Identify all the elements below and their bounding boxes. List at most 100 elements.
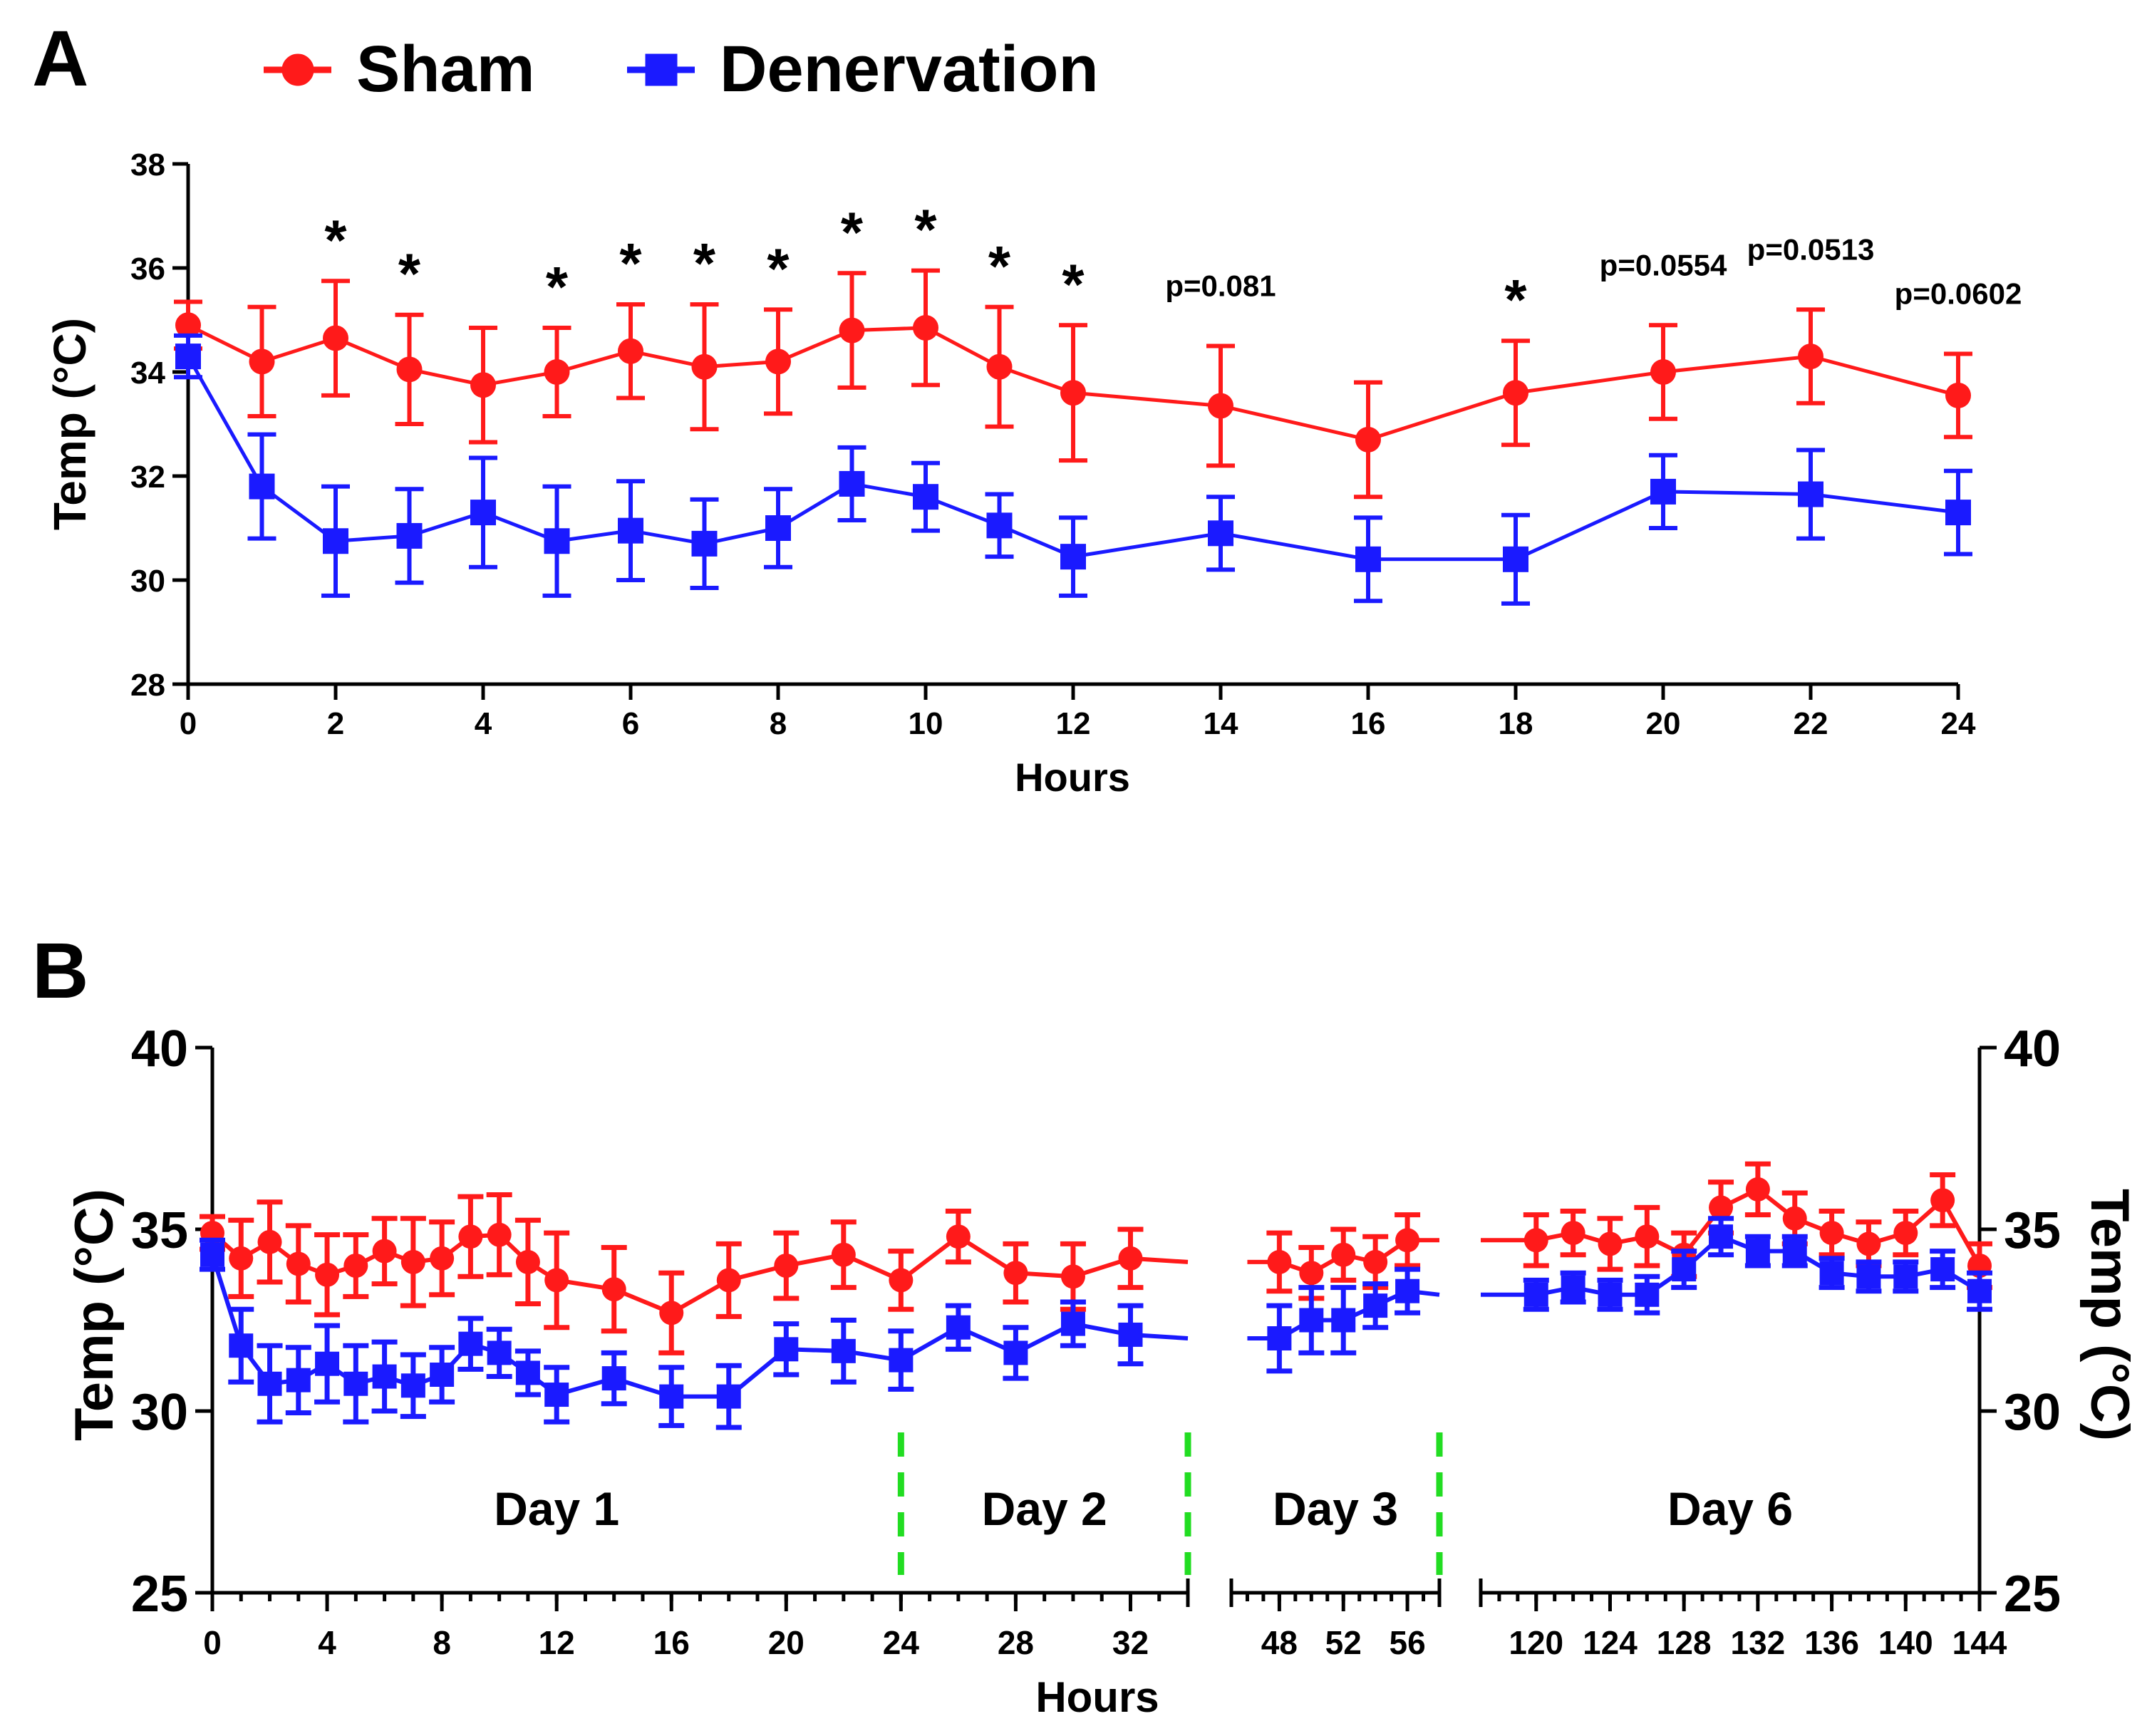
panel-b-day-dividers [897, 1432, 1443, 1575]
y-tick-label: 36 [130, 252, 165, 286]
significance-asterisk: * [1504, 268, 1527, 331]
significance-asterisk: * [693, 232, 716, 295]
denervation-point [544, 1383, 569, 1407]
sham-point [544, 359, 570, 385]
sham-point [430, 1246, 455, 1271]
denervation-point [286, 1368, 311, 1393]
x-tick-label: 132 [1731, 1624, 1786, 1661]
significance-asterisk: * [988, 234, 1011, 298]
sham-point [1208, 393, 1233, 419]
sham-point [1893, 1221, 1918, 1246]
significance-asterisk: * [841, 200, 864, 264]
sham-point [458, 1224, 483, 1249]
x-tick-label: 136 [1804, 1624, 1859, 1661]
denervation-point [1650, 478, 1676, 505]
x-tick-label: 14 [1204, 706, 1238, 741]
denervation-point [618, 517, 643, 544]
x-tick-label: 48 [1261, 1624, 1298, 1661]
x-tick-label: 24 [883, 1624, 920, 1661]
p-value-label: p=0.0513 [1747, 232, 1875, 266]
significance-asterisk: * [324, 208, 347, 272]
denervation-point [229, 1333, 254, 1358]
denervation-point [200, 1242, 224, 1267]
denervation-point [1363, 1293, 1388, 1318]
sham-point [323, 325, 348, 351]
sham-point [1561, 1221, 1585, 1246]
legend-denervation-marker [645, 53, 678, 86]
denervation-point [515, 1360, 540, 1385]
denervation-point [1635, 1282, 1660, 1307]
sham-series [174, 268, 1972, 500]
sham-point [1003, 1261, 1028, 1286]
denervation-point [716, 1384, 741, 1409]
denervation-point [249, 473, 275, 500]
panel-b-label: B [32, 927, 88, 1015]
denervation-point [396, 522, 423, 549]
left-y-tick-label: 30 [131, 1384, 188, 1441]
sham-point [1709, 1195, 1734, 1220]
denervation-point [458, 1331, 483, 1356]
denervation-point [1819, 1261, 1844, 1286]
denervation-point [1672, 1257, 1697, 1282]
x-tick-label: 16 [1351, 706, 1386, 741]
legend: Sham Denervation [264, 33, 1099, 105]
sham-point [400, 1249, 425, 1274]
x-tick-label: 20 [768, 1624, 805, 1661]
sham-point [487, 1222, 512, 1247]
sham-point [774, 1254, 799, 1278]
sham-point [601, 1277, 626, 1302]
sham-point [175, 312, 201, 339]
x-tick-label: 16 [653, 1624, 690, 1661]
panel-b-right-y-axis-title: Temp (°C) [2079, 1189, 2140, 1441]
sham-point [1798, 343, 1823, 370]
y-tick-label: 38 [130, 148, 165, 182]
sham-segment-series [1247, 1212, 1439, 1301]
x-tick-label: 140 [1878, 1624, 1933, 1661]
sham-point [1745, 1177, 1770, 1202]
sham-point [986, 353, 1013, 380]
denervation-point [1945, 500, 1971, 526]
denervation-point [659, 1384, 684, 1409]
left-y-tick-label: 35 [131, 1202, 188, 1259]
denervation-point [1967, 1278, 1992, 1303]
sham-point [229, 1246, 254, 1271]
denervation-point [1503, 546, 1528, 572]
sham-point [1819, 1221, 1844, 1246]
denervation-point [831, 1338, 856, 1363]
sham-point [716, 1268, 741, 1293]
x-tick-label: 12 [539, 1624, 575, 1661]
sham-point [1267, 1249, 1292, 1274]
panel-b-day-labels: Day 1 Day 2 Day 3 Day 6 [494, 1482, 1793, 1535]
denervation-point [839, 470, 865, 497]
denervation-point [257, 1371, 282, 1396]
sham-point [1395, 1228, 1420, 1253]
sham-point [1503, 380, 1528, 406]
x-tick-label: 120 [1509, 1624, 1563, 1661]
denervation-point [1003, 1340, 1028, 1365]
significance-asterisk: * [619, 232, 642, 295]
denervation-point [1060, 544, 1086, 570]
left-y-tick-label: 25 [131, 1566, 188, 1623]
denervation-point [1523, 1282, 1548, 1307]
denervation-point [986, 512, 1013, 539]
sham-point [470, 372, 496, 398]
sham-point [396, 356, 423, 383]
panel-b-series [200, 1161, 1992, 1430]
x-tick-label: 8 [770, 706, 787, 741]
panel-b-x-axis-title: Hours [1035, 1673, 1159, 1721]
denervation-point [1598, 1282, 1623, 1307]
denervation-point [175, 343, 201, 370]
x-tick-label: 6 [622, 706, 639, 741]
x-tick-label: 18 [1499, 706, 1533, 741]
denervation-point [1299, 1308, 1324, 1333]
legend-denervation-label: Denervation [720, 33, 1099, 105]
sham-point [315, 1262, 340, 1287]
denervation-point [1118, 1322, 1143, 1347]
denervation-point [323, 528, 348, 554]
x-tick-label: 4 [318, 1624, 336, 1661]
x-tick-label: 2 [327, 706, 344, 741]
sham-point [1930, 1188, 1955, 1213]
x-tick-label: 0 [203, 1624, 222, 1661]
